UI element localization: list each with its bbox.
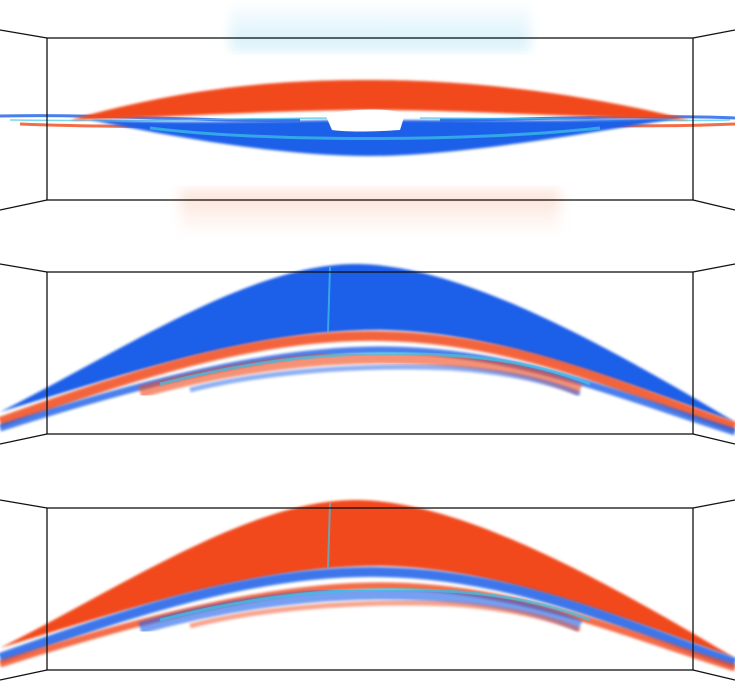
lower-layer bbox=[0, 330, 735, 432]
streak bbox=[159, 352, 591, 386]
halo bbox=[230, 0, 530, 50]
lower-layer bbox=[138, 587, 583, 634]
panel-3 bbox=[0, 499, 735, 681]
frame-edge bbox=[692, 433, 735, 445]
panel-2 bbox=[0, 263, 735, 445]
frame-edge bbox=[0, 669, 48, 681]
lower-layer bbox=[0, 582, 735, 672]
lower-layer bbox=[0, 566, 735, 668]
frame-edge bbox=[0, 499, 48, 509]
streak bbox=[327, 502, 331, 569]
lower-layer bbox=[189, 364, 581, 397]
streak bbox=[327, 266, 331, 333]
lower-layer bbox=[138, 351, 583, 398]
frame-edge bbox=[692, 199, 735, 211]
frame-edge bbox=[0, 29, 48, 39]
frame-edge bbox=[0, 263, 48, 273]
gap bbox=[325, 109, 405, 132]
frame-edge bbox=[692, 29, 735, 39]
frame-edge bbox=[0, 433, 48, 445]
frame-box bbox=[46, 37, 694, 201]
frame-box bbox=[46, 507, 694, 671]
upper-layer bbox=[70, 80, 690, 120]
upper-layer bbox=[0, 264, 735, 422]
frame-edge bbox=[0, 199, 48, 211]
lower-layer bbox=[189, 600, 581, 633]
halo bbox=[180, 190, 560, 235]
panel-1 bbox=[0, 0, 735, 235]
frame-edge bbox=[692, 499, 735, 509]
lower-layer bbox=[0, 346, 735, 436]
frame-box bbox=[46, 271, 694, 435]
upper-layer bbox=[0, 500, 735, 658]
streak bbox=[9, 117, 731, 122]
streak bbox=[0, 114, 735, 122]
frame-edge bbox=[692, 263, 735, 273]
frame-edge bbox=[692, 669, 735, 681]
streak bbox=[149, 126, 601, 140]
streak bbox=[159, 588, 591, 622]
